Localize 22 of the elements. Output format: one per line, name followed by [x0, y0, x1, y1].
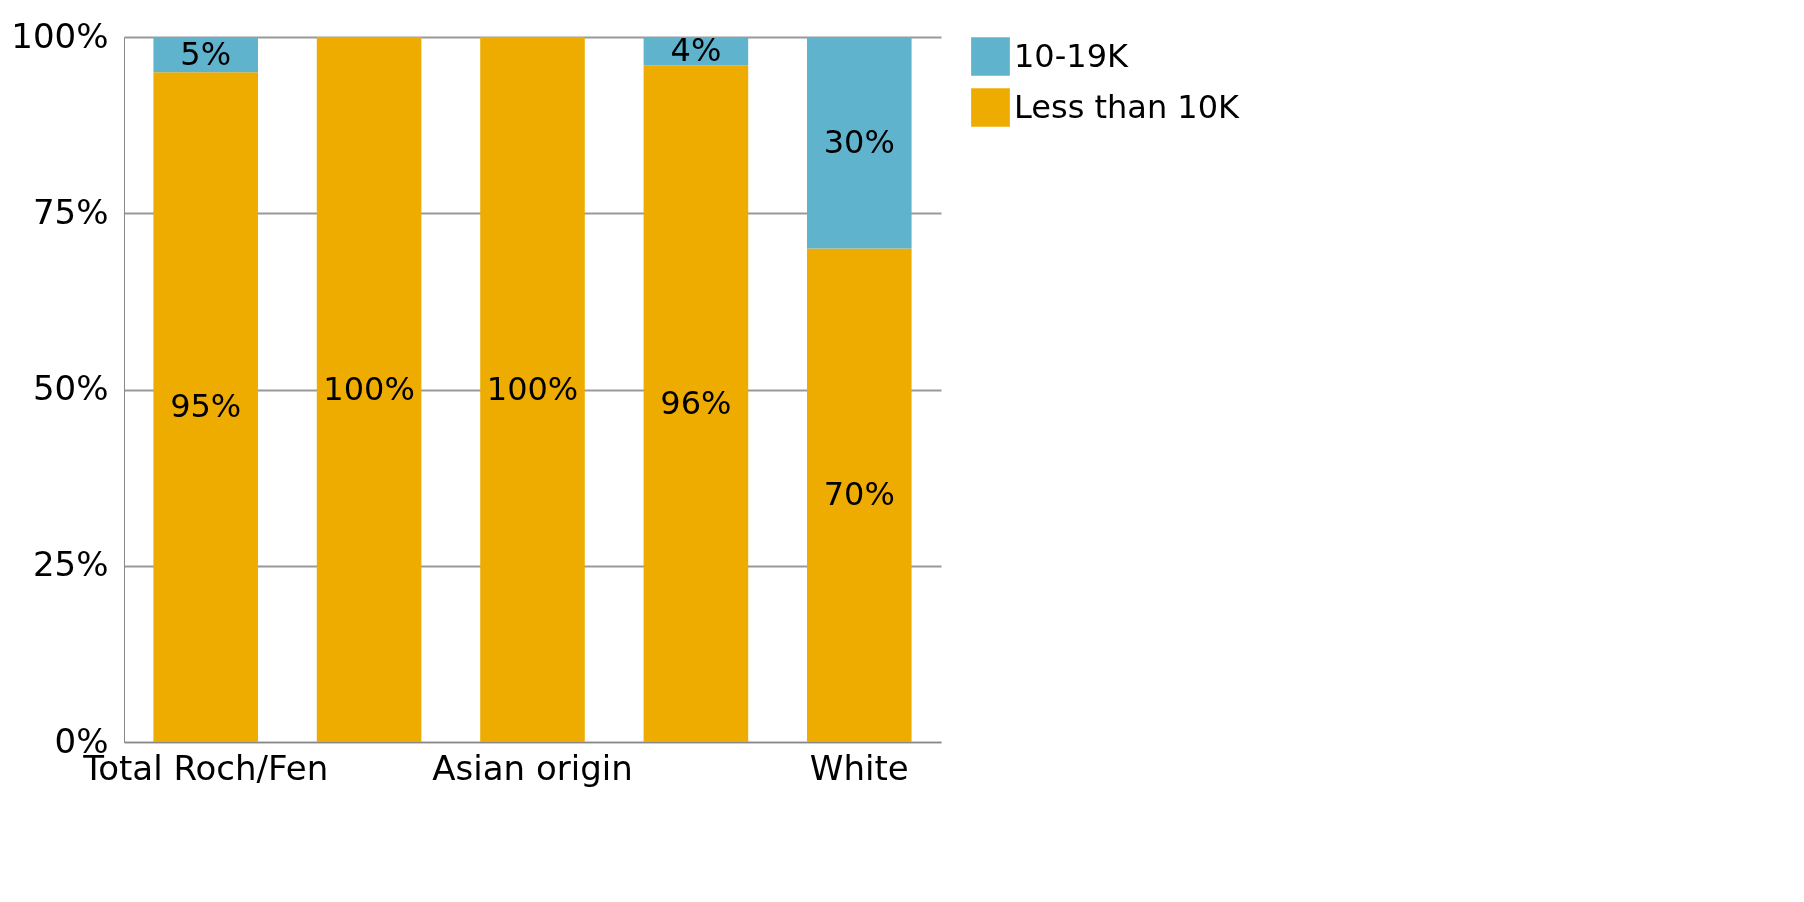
- x-tick-label: White: [809, 747, 909, 788]
- y-tick-label: 25%: [32, 544, 109, 585]
- bar: [153, 72, 258, 742]
- y-tick-label: 75%: [32, 191, 109, 232]
- bar: [807, 37, 912, 249]
- legend-label: 10-19K: [1014, 36, 1129, 75]
- y-tick-label: 100%: [11, 15, 109, 56]
- data-label: 95%: [170, 387, 242, 426]
- bar: [480, 37, 585, 742]
- data-label: 100%: [323, 369, 415, 408]
- bar: [807, 248, 912, 742]
- data-label: 96%: [660, 383, 732, 422]
- data-label: 5%: [180, 34, 232, 73]
- data-label: 70%: [823, 475, 895, 514]
- data-label: 100%: [486, 369, 579, 408]
- legend-label: Less than 10K: [1014, 87, 1241, 126]
- data-label: 30%: [823, 122, 895, 161]
- x-tick-label: Asian origin: [432, 747, 633, 788]
- bar: [316, 37, 422, 742]
- bar: [643, 65, 749, 742]
- y-tick-label: 50%: [32, 368, 109, 408]
- data-label: 4%: [670, 31, 722, 70]
